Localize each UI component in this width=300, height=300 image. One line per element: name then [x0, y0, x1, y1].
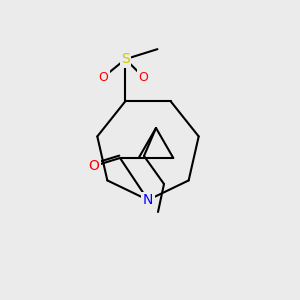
- Text: N: N: [143, 193, 153, 207]
- Text: O: O: [88, 159, 99, 173]
- Text: S: S: [121, 52, 130, 66]
- Text: O: O: [139, 70, 148, 84]
- Text: O: O: [98, 70, 108, 84]
